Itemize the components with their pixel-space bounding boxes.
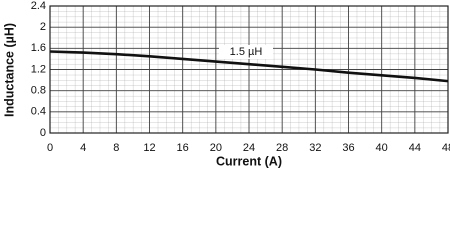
page: Current (A) Inductance (µH) 0 0.4 0.8 1.2 1.… bbox=[2, 0, 450, 169]
chart: Current (A) Inductance (µH) 0 0.4 0.8 1.2 1.… bbox=[2, 0, 450, 168]
x-tick-label: 4 bbox=[80, 142, 86, 154]
x-tick-label: 36 bbox=[342, 142, 354, 154]
y-tick-label: 1.6 bbox=[31, 42, 46, 54]
annotation: 1.5 µH bbox=[230, 46, 263, 58]
x-tick-label: 8 bbox=[113, 142, 119, 154]
x-tick-label: 16 bbox=[177, 142, 189, 154]
annotation-bg bbox=[219, 45, 273, 59]
x-tick-label: 20 bbox=[210, 142, 222, 154]
y-axis-title: Inductance (µH) bbox=[2, 23, 16, 117]
x-tick-label: 44 bbox=[409, 142, 421, 154]
y-tick-label: 0 bbox=[40, 127, 46, 139]
y-tick-label: 0.4 bbox=[31, 106, 46, 118]
plot-frame bbox=[49, 5, 449, 134]
x-tick-label: 32 bbox=[309, 142, 321, 154]
x-axis-title: Current (A) bbox=[216, 154, 282, 168]
y-tick-label: 2.4 bbox=[31, 0, 46, 12]
y-tick-label: 0.8 bbox=[31, 85, 46, 97]
y-tick-label: 1.2 bbox=[31, 63, 46, 75]
x-tick-label: 48 bbox=[442, 142, 450, 154]
x-tick-label: 28 bbox=[276, 142, 288, 154]
x-tick-label: 40 bbox=[376, 142, 388, 154]
x-tick-label: 0 bbox=[47, 142, 53, 154]
x-tick-label: 12 bbox=[143, 142, 155, 154]
x-tick-label: 24 bbox=[243, 142, 255, 154]
y-tick-label: 2 bbox=[40, 21, 46, 33]
data-line bbox=[49, 50, 449, 83]
